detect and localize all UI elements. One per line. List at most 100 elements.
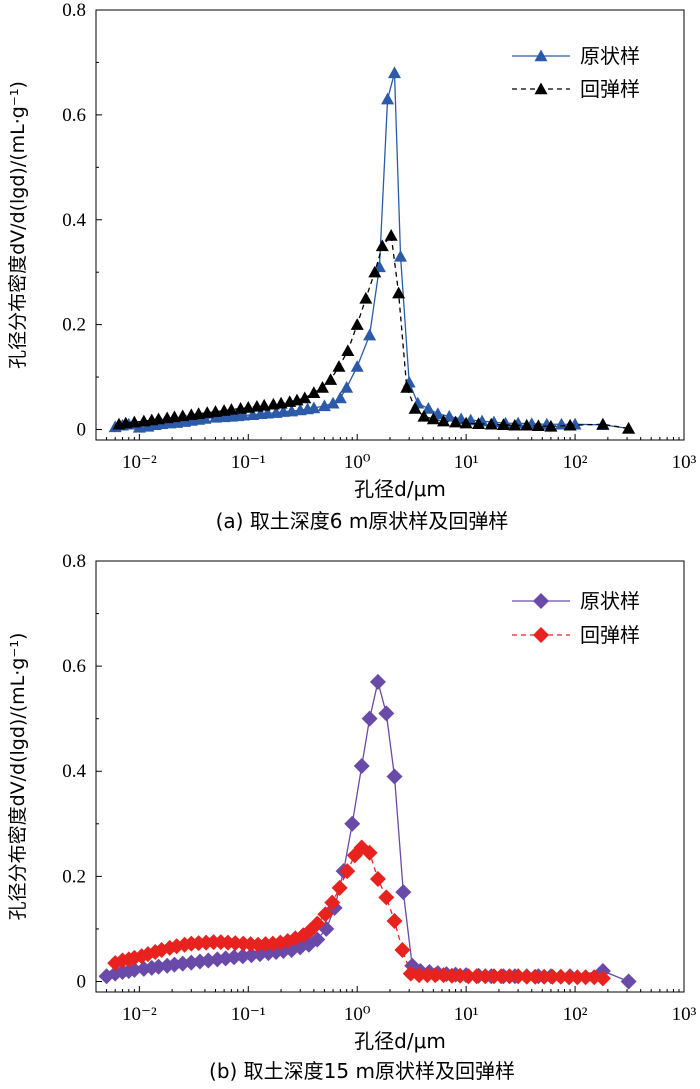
data-point xyxy=(333,391,347,404)
data-point xyxy=(388,66,402,79)
data-point xyxy=(394,941,411,958)
data-point xyxy=(531,419,545,432)
data-point xyxy=(392,286,406,299)
data-point xyxy=(510,968,527,985)
data-point xyxy=(544,419,558,432)
data-point xyxy=(236,408,250,421)
data-point xyxy=(378,889,395,906)
y-tick-label: 0.4 xyxy=(62,761,86,782)
data-point xyxy=(508,418,522,431)
data-point xyxy=(341,344,355,357)
data-point xyxy=(561,969,578,986)
data-point xyxy=(493,968,510,985)
data-point xyxy=(427,967,444,984)
data-point xyxy=(442,409,456,422)
data-point xyxy=(501,968,518,985)
data-point xyxy=(260,406,274,419)
data-point xyxy=(324,894,341,911)
x-tick-label: 10¹ xyxy=(454,452,479,473)
data-point xyxy=(421,402,435,414)
data-point xyxy=(395,884,412,901)
x-tick-label: 10⁰ xyxy=(344,1004,371,1025)
data-point xyxy=(378,705,395,722)
data-point xyxy=(496,418,510,430)
data-point xyxy=(518,968,535,985)
data-point xyxy=(411,967,428,984)
legend-marker xyxy=(534,82,548,95)
x-tick-label: 10³ xyxy=(672,452,697,473)
data-point xyxy=(368,265,382,278)
legend-marker xyxy=(533,593,549,609)
y-tick-label: 0 xyxy=(77,420,87,441)
data-point xyxy=(298,391,312,404)
data-point xyxy=(369,870,386,887)
data-point xyxy=(384,228,398,241)
x-tick-label: 10⁻² xyxy=(122,1004,157,1025)
data-point xyxy=(361,844,378,861)
data-point xyxy=(563,418,577,431)
data-point xyxy=(527,968,544,985)
data-point xyxy=(484,417,498,430)
y-tick-label: 0.2 xyxy=(62,315,86,336)
data-point xyxy=(375,239,389,252)
y-tick-label: 0.6 xyxy=(62,656,86,677)
data-point xyxy=(353,757,370,774)
data-point xyxy=(307,401,321,414)
data-point xyxy=(307,386,321,399)
plot-frame xyxy=(95,9,685,441)
data-point xyxy=(577,969,594,986)
data-point xyxy=(417,409,431,422)
legend-marker xyxy=(533,627,549,643)
x-tick-label: 10¹ xyxy=(454,1004,479,1025)
data-point xyxy=(309,915,326,932)
y-tick-label: 0.6 xyxy=(62,105,86,126)
data-point xyxy=(350,360,364,372)
data-point xyxy=(400,381,414,393)
y-axis-label: 孔径分布密度dV/d(lgd)/(mL·g⁻¹) xyxy=(7,633,29,921)
legend-label: 原状样 xyxy=(580,589,640,613)
panel-b: 0 0.2 0.4 0.6 0.8 10⁻² 10⁻¹ 10⁰ 10¹ 10² 10³ 孔径d/μm 孔… xyxy=(7,551,697,1083)
data-point xyxy=(569,969,586,986)
x-tick-label: 10⁻¹ xyxy=(231,452,266,473)
x-tick-label: 10² xyxy=(563,452,588,473)
data-point xyxy=(544,968,561,985)
data-point xyxy=(386,768,403,785)
series-line-rebound xyxy=(118,233,629,430)
data-point xyxy=(361,710,378,727)
series-line-original xyxy=(115,72,629,430)
y-tick-label: 0.8 xyxy=(62,0,86,21)
data-point xyxy=(437,414,451,427)
data-point xyxy=(332,360,346,372)
data-point xyxy=(443,967,460,984)
data-point xyxy=(426,412,440,425)
data-point xyxy=(350,318,364,330)
data-point xyxy=(536,968,553,985)
y-tick-label: 0 xyxy=(77,971,87,992)
data-point xyxy=(317,906,334,923)
x-tick-label: 10⁻² xyxy=(122,452,157,473)
data-point xyxy=(127,415,141,428)
data-point xyxy=(477,968,494,985)
data-point xyxy=(472,417,486,429)
data-point xyxy=(620,973,637,990)
data-point xyxy=(309,931,326,948)
legend-label: 原状样 xyxy=(580,44,640,68)
x-tick-label: 10⁰ xyxy=(344,452,371,473)
data-point xyxy=(340,381,354,393)
data-point xyxy=(257,398,271,411)
y-tick-label: 0.2 xyxy=(62,866,86,887)
data-point xyxy=(344,815,361,832)
data-point xyxy=(363,328,377,341)
legend-marker xyxy=(534,49,548,62)
data-point xyxy=(126,961,143,978)
data-point xyxy=(359,291,373,304)
data-point xyxy=(331,879,348,896)
data-point xyxy=(224,403,238,415)
data-point xyxy=(242,936,259,953)
data-point xyxy=(326,396,340,409)
x-tick-label: 10² xyxy=(563,1004,588,1025)
y-tick-label: 0.8 xyxy=(62,551,86,572)
data-point xyxy=(622,421,636,434)
x-axis-label: 孔径d/μm xyxy=(354,1029,446,1053)
